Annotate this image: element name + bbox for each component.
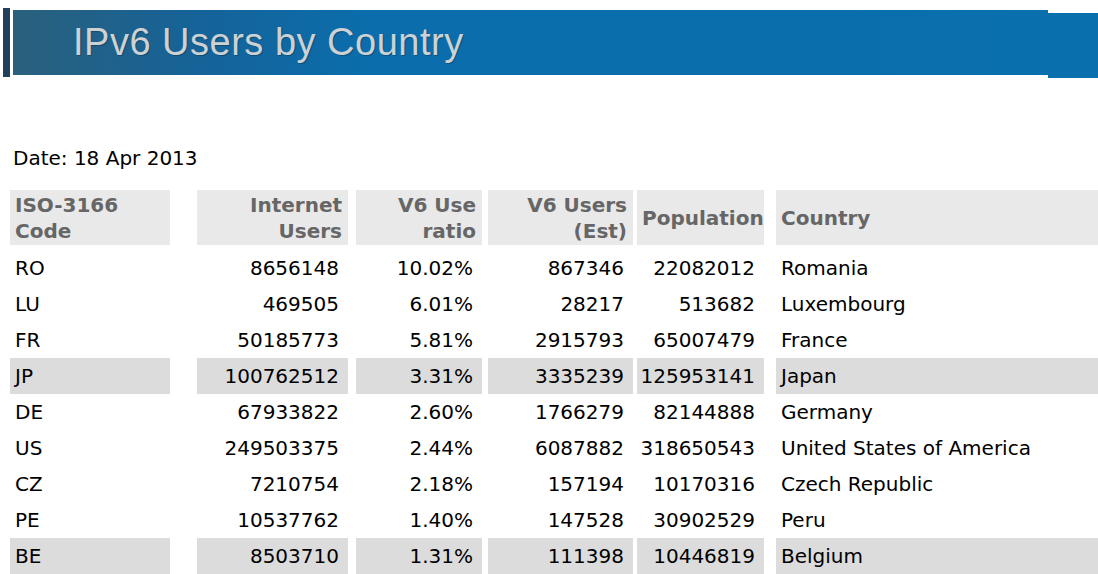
column-header-v6-users-est: V6 Users (Est) xyxy=(488,190,633,245)
column-header-internet-users: Internet Users xyxy=(197,190,348,245)
cell-country: France xyxy=(776,322,1098,358)
cell-population: 125953141 xyxy=(637,358,764,394)
table-row: FR 50185773 5.81% 2915793 65007479 Franc… xyxy=(0,322,1098,358)
table-row: LU 469505 6.01% 28217 513682 Luxembourg xyxy=(0,286,1098,322)
cell-iso-code: BE xyxy=(10,538,170,574)
cell-iso-code: RO xyxy=(10,250,170,286)
cell-internet-users: 50185773 xyxy=(197,322,348,358)
cell-v6-use-ratio: 1.31% xyxy=(356,538,482,574)
table-row: PE 10537762 1.40% 147528 30902529 Peru xyxy=(0,502,1098,538)
cell-v6-use-ratio: 10.02% xyxy=(356,250,482,286)
table-header-row: ISO-3166 Code Internet Users V6 Use rati… xyxy=(0,190,1098,245)
cell-country: Japan xyxy=(776,358,1098,394)
table-row: RO 8656148 10.02% 867346 22082012 Romani… xyxy=(0,250,1098,286)
cell-v6-users-est: 157194 xyxy=(488,466,633,502)
cell-population: 10170316 xyxy=(637,466,764,502)
table-row: JP 100762512 3.31% 3335239 125953141 Jap… xyxy=(0,358,1098,394)
table-row: BE 8503710 1.31% 111398 10446819 Belgium xyxy=(0,538,1098,574)
cell-v6-use-ratio: 5.81% xyxy=(356,322,482,358)
cell-v6-use-ratio: 2.18% xyxy=(356,466,482,502)
cell-iso-code: CZ xyxy=(10,466,170,502)
cell-population: 513682 xyxy=(637,286,764,322)
cell-country: Peru xyxy=(776,502,1098,538)
page-title: IPv6 Users by Country xyxy=(73,21,464,64)
banner-right-block xyxy=(1048,13,1098,78)
cell-iso-code: PE xyxy=(10,502,170,538)
cell-iso-code: LU xyxy=(10,286,170,322)
cell-country: Czech Republic xyxy=(776,466,1098,502)
column-header-country: Country xyxy=(776,190,1098,245)
cell-population: 318650543 xyxy=(637,430,764,466)
cell-population: 65007479 xyxy=(637,322,764,358)
date-label: Date: 18 Apr 2013 xyxy=(13,146,198,170)
cell-iso-code: JP xyxy=(10,358,170,394)
cell-internet-users: 8656148 xyxy=(197,250,348,286)
cell-v6-use-ratio: 2.60% xyxy=(356,394,482,430)
cell-v6-users-est: 3335239 xyxy=(488,358,633,394)
banner-accent-bar xyxy=(3,8,10,77)
cell-population: 82144888 xyxy=(637,394,764,430)
cell-iso-code: US xyxy=(10,430,170,466)
table-row: CZ 7210754 2.18% 157194 10170316 Czech R… xyxy=(0,466,1098,502)
cell-country: Belgium xyxy=(776,538,1098,574)
cell-internet-users: 469505 xyxy=(197,286,348,322)
cell-iso-code: FR xyxy=(10,322,170,358)
cell-v6-users-est: 867346 xyxy=(488,250,633,286)
cell-internet-users: 67933822 xyxy=(197,394,348,430)
cell-country: Luxembourg xyxy=(776,286,1098,322)
cell-v6-users-est: 111398 xyxy=(488,538,633,574)
cell-country: Germany xyxy=(776,394,1098,430)
cell-v6-users-est: 147528 xyxy=(488,502,633,538)
cell-iso-code: DE xyxy=(10,394,170,430)
title-banner: IPv6 Users by Country xyxy=(13,10,1048,75)
column-header-iso-code: ISO-3166 Code xyxy=(10,190,170,245)
table-row: DE 67933822 2.60% 1766279 82144888 Germa… xyxy=(0,394,1098,430)
cell-v6-use-ratio: 3.31% xyxy=(356,358,482,394)
cell-v6-use-ratio: 6.01% xyxy=(356,286,482,322)
column-header-v6-use-ratio: V6 Use ratio xyxy=(356,190,482,245)
cell-country: United States of America xyxy=(776,430,1098,466)
cell-population: 30902529 xyxy=(637,502,764,538)
cell-v6-users-est: 6087882 xyxy=(488,430,633,466)
cell-internet-users: 10537762 xyxy=(197,502,348,538)
ipv6-users-table: ISO-3166 Code Internet Users V6 Use rati… xyxy=(0,190,1098,574)
cell-internet-users: 249503375 xyxy=(197,430,348,466)
cell-v6-use-ratio: 1.40% xyxy=(356,502,482,538)
cell-population: 22082012 xyxy=(637,250,764,286)
cell-internet-users: 7210754 xyxy=(197,466,348,502)
cell-v6-use-ratio: 2.44% xyxy=(356,430,482,466)
cell-v6-users-est: 1766279 xyxy=(488,394,633,430)
cell-internet-users: 8503710 xyxy=(197,538,348,574)
cell-v6-users-est: 28217 xyxy=(488,286,633,322)
table-row: US 249503375 2.44% 6087882 318650543 Uni… xyxy=(0,430,1098,466)
column-header-population: Population xyxy=(637,190,764,245)
cell-v6-users-est: 2915793 xyxy=(488,322,633,358)
cell-population: 10446819 xyxy=(637,538,764,574)
cell-country: Romania xyxy=(776,250,1098,286)
cell-internet-users: 100762512 xyxy=(197,358,348,394)
